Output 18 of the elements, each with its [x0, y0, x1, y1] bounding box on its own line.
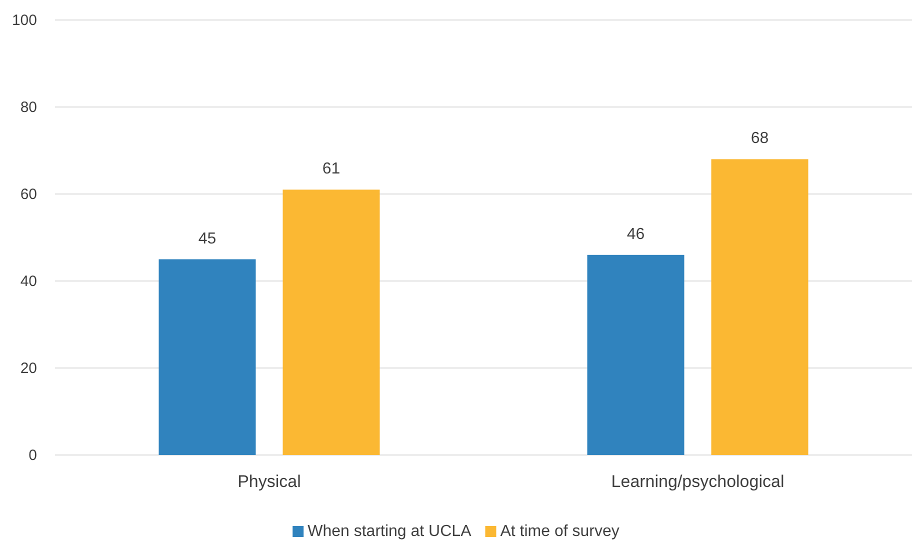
bar	[587, 254, 684, 455]
data-label: 46	[626, 226, 645, 243]
y-tick-label: 40	[20, 272, 37, 290]
bar	[282, 190, 380, 455]
bar	[158, 259, 256, 455]
x-tick-label: Physical	[238, 472, 301, 492]
y-tick-label: 0	[28, 446, 37, 464]
data-label: 45	[198, 230, 216, 248]
y-tick-label: 100	[12, 12, 37, 29]
data-label: 68	[750, 130, 769, 148]
x-tick-label: Learning/psychological	[611, 472, 784, 492]
legend-label: At time of survey	[500, 523, 620, 540]
y-tick-label: 80	[20, 98, 37, 116]
data-label: 61	[322, 160, 340, 178]
legend-label: When starting at UCLA	[308, 523, 472, 540]
y-tick-label: 20	[20, 360, 37, 377]
bar	[711, 159, 808, 455]
y-tick-label: 60	[20, 186, 37, 203]
